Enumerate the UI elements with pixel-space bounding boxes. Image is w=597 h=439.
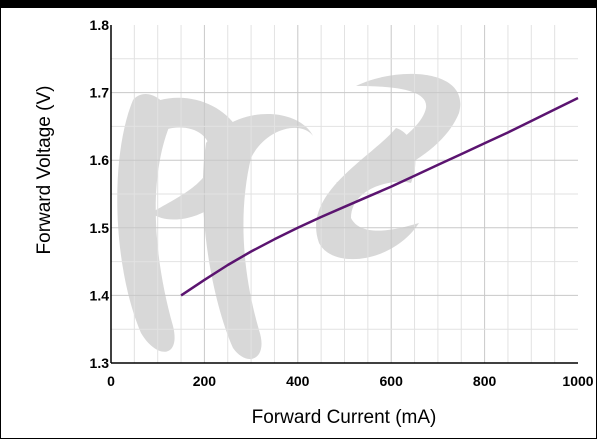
tick-labels: 0 200 400 600 800 1000 1.3 1.4 1.5 1.6 1.7 1.8 xyxy=(90,17,594,389)
y-tick-label: 1.4 xyxy=(90,287,110,303)
watermark-logo xyxy=(117,73,461,360)
grid xyxy=(111,25,578,363)
series-layer xyxy=(180,96,579,297)
x-tick-label: 0 xyxy=(107,373,115,389)
y-tick-label: 1.5 xyxy=(90,220,110,236)
y-tick-label: 1.7 xyxy=(90,85,110,101)
series-line xyxy=(180,96,579,297)
y-axis-title: Forward Voltage (V) xyxy=(34,86,55,255)
x-tick-label: 600 xyxy=(380,373,404,389)
y-tick-label: 1.8 xyxy=(90,17,110,33)
y-tick-label: 1.6 xyxy=(90,152,110,168)
x-tick-label: 800 xyxy=(473,373,497,389)
axes xyxy=(110,25,578,364)
y-tick-label: 1.3 xyxy=(90,355,110,371)
watermark-stroke xyxy=(336,73,461,184)
watermark-stroke xyxy=(117,94,175,352)
line-chart: 0 200 400 600 800 1000 1.3 1.4 1.5 1.6 1.7 1.8 Forw… xyxy=(34,17,594,428)
x-tick-label: 400 xyxy=(286,373,310,389)
x-axis-title: Forward Current (mA) xyxy=(252,407,437,428)
x-tick-label: 200 xyxy=(193,373,217,389)
watermark-stroke xyxy=(202,113,313,360)
x-tick-label: 1000 xyxy=(562,373,593,389)
